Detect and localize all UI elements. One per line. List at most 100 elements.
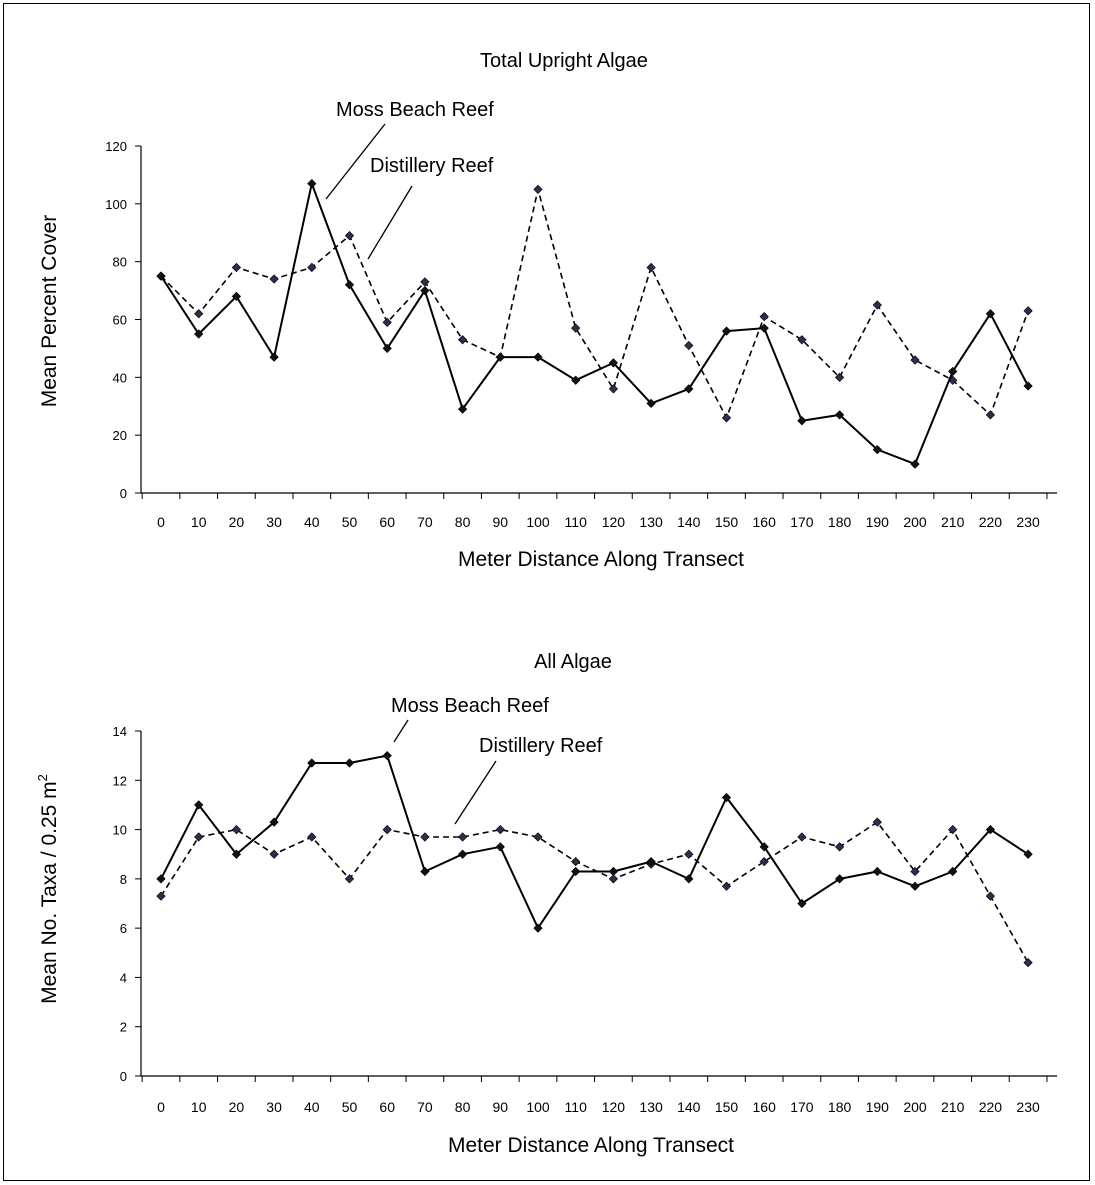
chart1-point-moss-beach-reef: [608, 358, 619, 368]
chart2-point-moss-beach-reef: [684, 874, 694, 884]
chart2-line-moss-beach-reef: [160, 754, 1029, 930]
chart1-point-moss-beach-reef: [156, 271, 166, 281]
chart1-point-moss-beach-reef: [307, 178, 317, 189]
chart2-point-distillery-reef: [834, 842, 845, 852]
chart1-point-distillery-reef: [834, 372, 845, 382]
chart2-xtick-label: 200: [903, 1099, 927, 1115]
chart1-point-moss-beach-reef: [948, 366, 958, 377]
chart2-ytick-label: 4: [120, 970, 127, 985]
chart1-point-distillery-reef: [533, 184, 543, 194]
chart2-point-distillery-reef: [985, 891, 996, 901]
chart2-point-distillery-reef: [269, 849, 279, 859]
chart1-point-moss-beach-reef: [571, 375, 581, 385]
chart2-xtick-label: 70: [417, 1099, 433, 1115]
chart2-point-distillery-reef: [495, 824, 505, 835]
chart2-xtick-label: 110: [565, 1099, 588, 1115]
chart1-xtick-label: 60: [379, 514, 395, 530]
chart2-xtick-label: 10: [191, 1099, 207, 1115]
chart1-ytick-label: 80: [113, 255, 127, 270]
chart1-point-moss-beach-reef: [759, 323, 769, 333]
chart2-ytick-label: 6: [120, 921, 127, 936]
chart1-point-moss-beach-reef: [533, 352, 543, 362]
chart2-point-distillery-reef: [759, 856, 769, 867]
chart2-xtick-label: 80: [455, 1099, 471, 1115]
chart2-point-moss-beach-reef: [910, 881, 920, 891]
chart1-xtick-label: 120: [602, 514, 626, 530]
chart2-xtick-label: 90: [493, 1099, 509, 1115]
chart2-ylabel-sup: 2: [35, 774, 50, 781]
chart1-xtick-label: 10: [191, 514, 207, 530]
chart2-point-distillery-reef: [948, 824, 958, 835]
chart1-point-moss-beach-reef: [646, 398, 656, 408]
chart2-point-distillery-reef: [1023, 958, 1033, 968]
chart2-line-distillery-reef: [160, 821, 1029, 963]
chart1-point-moss-beach-reef: [910, 459, 920, 469]
chart2-callout-line-moss: [393, 719, 409, 743]
chart2-xtick-label: 40: [304, 1099, 320, 1115]
chart2-point-moss-beach-reef: [156, 874, 166, 884]
chart1-line-distillery-reef: [160, 188, 1029, 419]
chart1-point-moss-beach-reef: [1023, 381, 1033, 391]
chart1-point-distillery-reef: [684, 340, 694, 351]
svg-text:Mean No. Taxa / 0.25 m2: Mean No. Taxa / 0.25 m2: [35, 774, 61, 1004]
chart2-point-distillery-reef: [382, 824, 392, 835]
chart2-point-distillery-reef: [910, 866, 920, 877]
chart1-point-moss-beach-reef: [420, 285, 430, 296]
chart2-point-moss-beach-reef: [646, 856, 656, 867]
chart2-xtick-label: 130: [639, 1099, 663, 1115]
chart1-point-moss-beach-reef: [194, 329, 204, 339]
chart2-annotation-moss: Moss Beach Reef: [391, 695, 549, 717]
chart2-callout-line-distillery: [454, 760, 497, 825]
chart1-point-distillery-reef: [872, 300, 882, 310]
chart1-ytick-label: 0: [120, 486, 127, 501]
chart2-xtick-label: 150: [715, 1099, 739, 1115]
chart2-ytick-label: 8: [120, 872, 127, 887]
chart2-ytick-label: 0: [120, 1069, 127, 1084]
chart2-point-distillery-reef: [344, 874, 355, 884]
chart1-xtick-label: 180: [828, 514, 852, 530]
chart1-point-distillery-reef: [608, 384, 619, 394]
chart1-point-moss-beach-reef: [834, 410, 845, 420]
chart2-point-moss-beach-reef: [608, 866, 619, 877]
chart2-xtick-label: 230: [1016, 1099, 1040, 1115]
chart1-point-distillery-reef: [344, 231, 355, 241]
chart2-point-distillery-reef: [608, 874, 619, 884]
chart2-point-distillery-reef: [684, 849, 694, 859]
chart2-xtick-label: 180: [828, 1099, 852, 1115]
chart2-point-distillery-reef: [721, 881, 732, 891]
chart1-callout-line-distillery: [367, 185, 413, 260]
chart2-point-moss-beach-reef: [872, 866, 882, 877]
chart2-point-distillery-reef: [533, 832, 543, 842]
chart1-line-moss-beach-reef: [160, 182, 1029, 466]
chart1-title: Total Upright Algae: [480, 50, 648, 72]
chart1-xtick-label: 130: [639, 514, 663, 530]
chart2-xtick-label: 120: [602, 1099, 626, 1115]
chart1-xtick-label: 110: [565, 514, 588, 530]
chart1-xtick-label: 100: [526, 514, 550, 530]
chart2-ylabel-text: Mean No. Taxa / 0.25 m: [38, 781, 61, 1004]
chart2-point-moss-beach-reef: [721, 792, 732, 803]
chart2-point-distillery-reef: [457, 832, 468, 842]
chart2-xtick-label: 0: [157, 1099, 165, 1115]
chart1-point-distillery-reef: [307, 262, 317, 273]
chart2-point-moss-beach-reef: [307, 758, 317, 768]
chart2-xtick-label: 220: [979, 1099, 1003, 1115]
chart1-point-distillery-reef: [382, 317, 392, 328]
chart2-point-moss-beach-reef: [269, 817, 279, 827]
chart2-point-distillery-reef: [420, 832, 430, 842]
chart1-xtick-label: 170: [790, 514, 814, 530]
chart2-xtick-label: 20: [229, 1099, 245, 1115]
chart1-xtick-label: 40: [304, 514, 320, 530]
chart2-xtick-label: 50: [342, 1099, 358, 1115]
chart1-xtick-label: 0: [157, 514, 165, 530]
chart1-point-distillery-reef: [985, 410, 996, 420]
chart1-annotation-moss: Moss Beach Reef: [336, 99, 494, 121]
chart1-point-distillery-reef: [646, 262, 656, 273]
chart1-xtick-label: 200: [903, 514, 927, 530]
chart1-xtick-label: 90: [493, 514, 509, 530]
chart1-point-distillery-reef: [759, 311, 769, 322]
chart2-xtick-label: 190: [866, 1099, 890, 1115]
chart1-xtick-label: 20: [229, 514, 245, 530]
chart1-xtick-label: 70: [417, 514, 433, 530]
chart1-point-distillery-reef: [194, 309, 204, 319]
